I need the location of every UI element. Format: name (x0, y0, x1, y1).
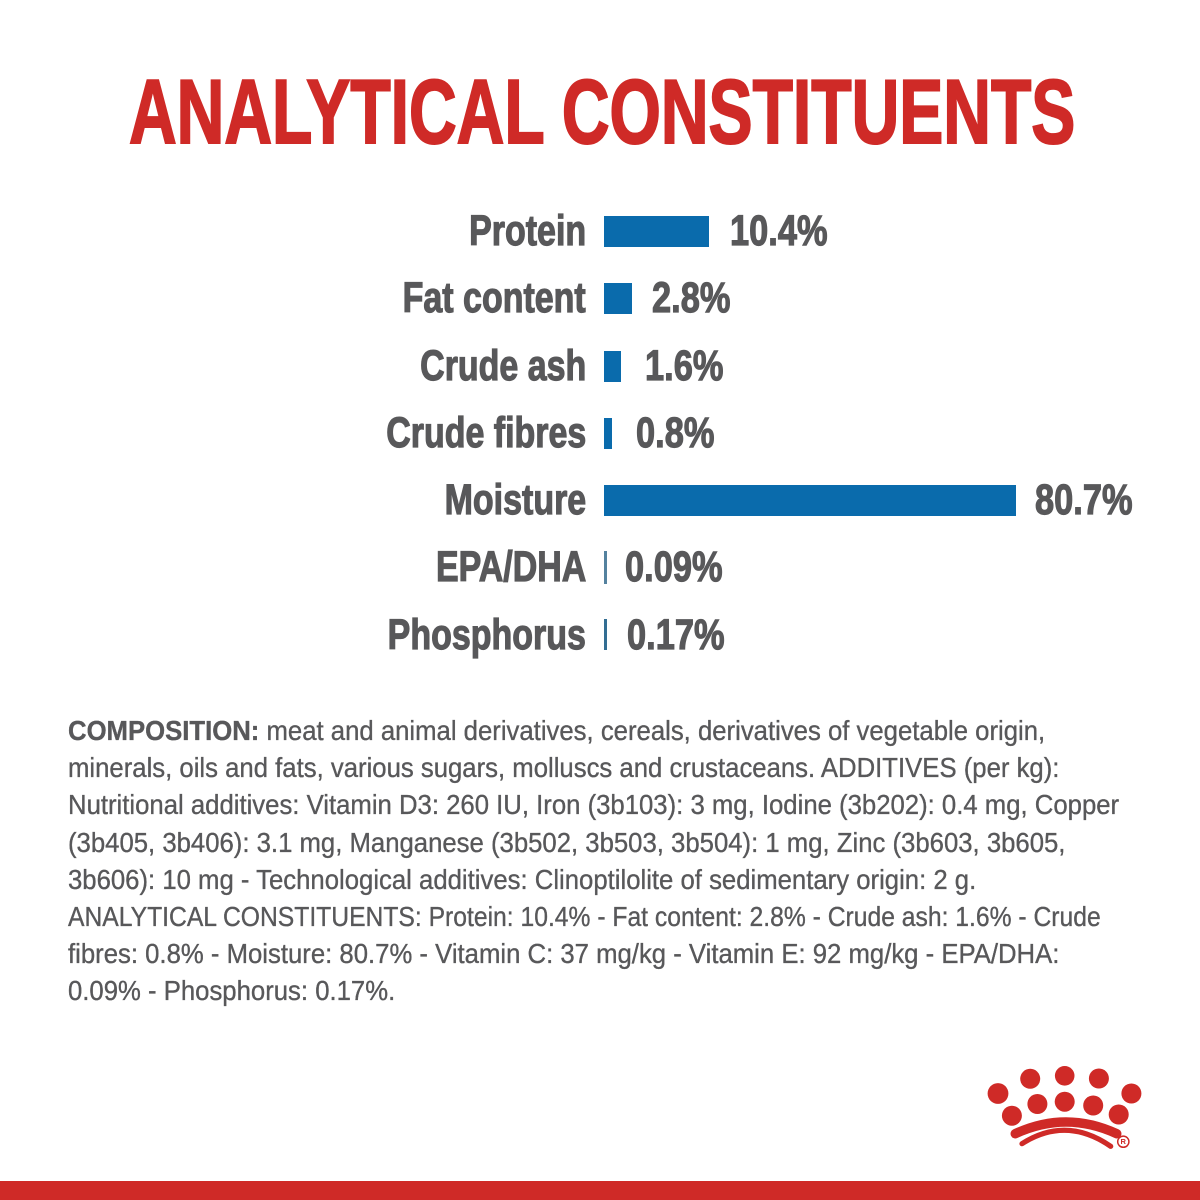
svg-text:R: R (1120, 1137, 1126, 1146)
